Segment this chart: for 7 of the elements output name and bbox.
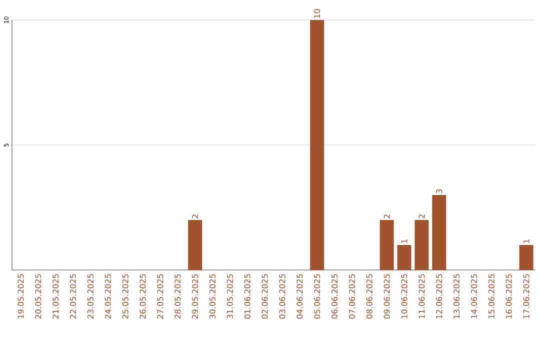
bar — [414, 220, 429, 270]
bar — [380, 220, 394, 270]
bar — [397, 245, 412, 270]
bar — [188, 220, 202, 270]
bar — [432, 195, 446, 270]
bar — [519, 245, 534, 270]
bar — [310, 20, 324, 270]
